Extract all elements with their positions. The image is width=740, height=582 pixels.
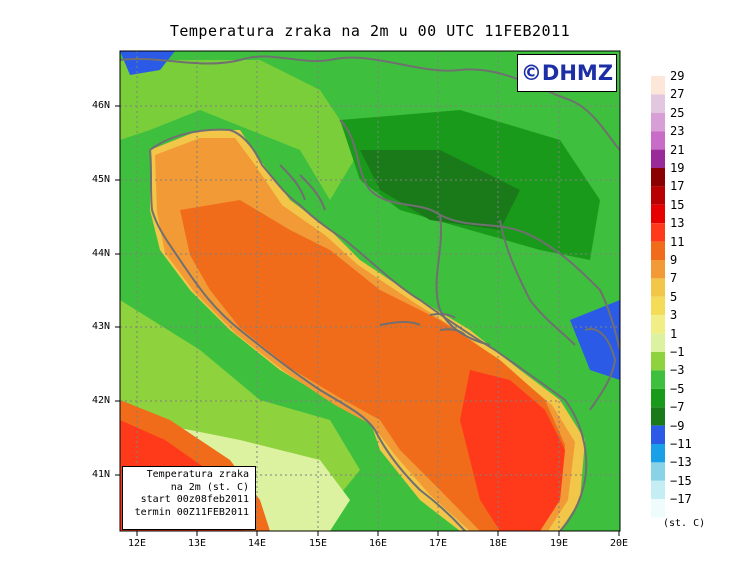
lat-label: 43N <box>91 321 110 332</box>
colorbar-label: 3 <box>670 308 678 323</box>
land-zone-darker <box>360 150 520 230</box>
colorbar-swatch <box>651 407 665 426</box>
lon-label: 13E <box>187 538 207 549</box>
lon-label: 20E <box>609 538 629 549</box>
colorbar-label: 13 <box>670 216 685 231</box>
colorbar-swatch <box>651 296 665 316</box>
colorbar-swatch <box>651 260 665 279</box>
colorbar-swatch <box>651 186 665 205</box>
lat-label: 41N <box>91 469 110 480</box>
colorbar-label: 23 <box>670 124 685 139</box>
colorbar-label: 9 <box>670 253 678 267</box>
map-frame <box>119 50 621 532</box>
colorbar-swatch <box>651 76 665 95</box>
colorbar-swatch <box>651 131 665 150</box>
colorbar-label: 25 <box>670 105 685 120</box>
colorbar-swatch <box>651 149 665 168</box>
land-zone-light <box>120 60 360 200</box>
lon-label: 14E <box>247 538 267 549</box>
colorbar-swatch <box>651 444 665 463</box>
lat-label: 44N <box>91 248 110 259</box>
copyright-logo: ©DHMZ <box>517 54 617 92</box>
colorbar-label: 17 <box>670 179 685 194</box>
colorbar-label: 27 <box>670 87 685 102</box>
colorbar-label: −9 <box>670 418 685 433</box>
colorbar-label: 11 <box>670 234 685 249</box>
colorbar-label: 15 <box>670 197 685 212</box>
land-zone-cold-ne <box>120 51 175 75</box>
colorbar <box>651 76 665 518</box>
lon-label: 18E <box>488 538 508 549</box>
colorbar-swatch <box>651 168 665 187</box>
colorbar-label: −17 <box>670 492 692 507</box>
colorbar-label: −15 <box>670 473 692 488</box>
axis-ticks <box>115 105 620 536</box>
colorbar-swatch <box>651 370 665 389</box>
colorbar-swatch <box>651 278 665 297</box>
lon-label: 16E <box>368 538 388 549</box>
colorbar-unit: (st. C) <box>663 518 706 529</box>
lon-label: 17E <box>428 538 448 549</box>
colorbar-label: 5 <box>670 289 678 304</box>
lon-label: 19E <box>549 538 569 549</box>
info-line: start 00z08feb2011 <box>140 494 249 505</box>
coastlines <box>120 55 620 531</box>
colorbar-swatch <box>651 462 665 481</box>
colorbar-swatch <box>651 204 665 224</box>
colorbar-label: 1 <box>670 326 678 341</box>
colorbar-swatch <box>651 425 665 444</box>
info-line: Temperatura zraka <box>146 469 249 480</box>
lat-label: 45N <box>91 174 110 185</box>
info-line: termin 00Z11FEB2011 <box>134 506 249 518</box>
colorbar-swatch <box>651 333 665 352</box>
colorbar-label: 7 <box>670 271 678 286</box>
colorbar-swatch <box>651 94 665 113</box>
colorbar-swatch <box>651 112 665 132</box>
colorbar-label: −1 <box>670 345 685 359</box>
lat-label: 46N <box>91 100 110 111</box>
colorbar-label: 29 <box>670 69 685 83</box>
colorbar-swatch <box>651 388 665 408</box>
colorbar-label: −5 <box>670 381 685 396</box>
lat-label: 42N <box>91 395 110 406</box>
info-box: Temperatura zraka na 2m (st. C) start 00… <box>122 466 256 530</box>
colorbar-label: 19 <box>670 161 685 175</box>
colorbar-swatch <box>651 315 665 334</box>
colorbar-swatch <box>651 241 665 260</box>
land-zone-cold-se <box>570 300 620 380</box>
colorbar-swatch <box>651 480 665 500</box>
colorbar-label: −7 <box>670 400 685 415</box>
colorbar-label: −11 <box>670 437 692 451</box>
lon-label: 15E <box>308 538 328 549</box>
info-line: na 2m (st. C) <box>170 481 249 493</box>
colorbar-label: −13 <box>670 455 692 470</box>
colorbar-swatch <box>651 223 665 242</box>
colorbar-swatch <box>651 499 665 518</box>
colorbar-swatch <box>651 352 665 371</box>
colorbar-label: 21 <box>670 142 685 157</box>
colorbar-label: −3 <box>670 363 685 378</box>
map-title: Temperatura zraka na 2m u 00 UTC 11FEB20… <box>169 22 571 40</box>
sea-adriatic-hot <box>460 370 565 531</box>
lon-label: 12E <box>127 538 147 549</box>
